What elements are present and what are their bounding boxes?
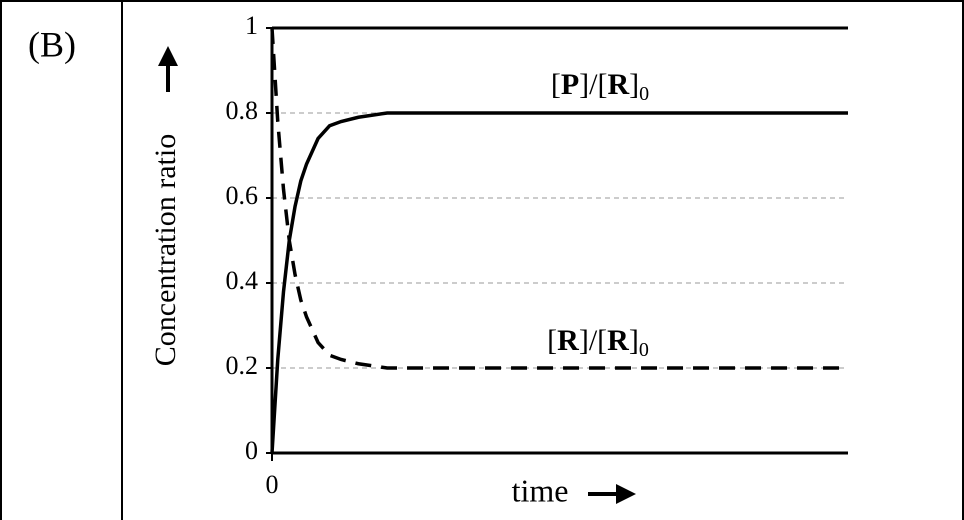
series-line [270,111,848,454]
y-tick-label: 1 [245,11,258,40]
y-axis-label: Concentration ratio [149,134,182,366]
y-arrow [158,46,178,92]
y-tick-label: 0.6 [226,181,259,210]
series-line [270,27,848,370]
y-tick-label: 0.8 [226,96,259,125]
x-axis-label: time [512,472,569,508]
series-label: [R]/[R]0 [547,324,649,361]
panel-label: (B) [28,24,76,64]
x-arrow [588,484,636,504]
y-tick-label: 0.4 [226,266,259,295]
y-tick-label: 0 [245,436,258,465]
x-tick-label: 0 [266,470,279,499]
y-tick-label: 0.2 [226,351,259,380]
series-label: [P]/[R]0 [551,68,649,105]
